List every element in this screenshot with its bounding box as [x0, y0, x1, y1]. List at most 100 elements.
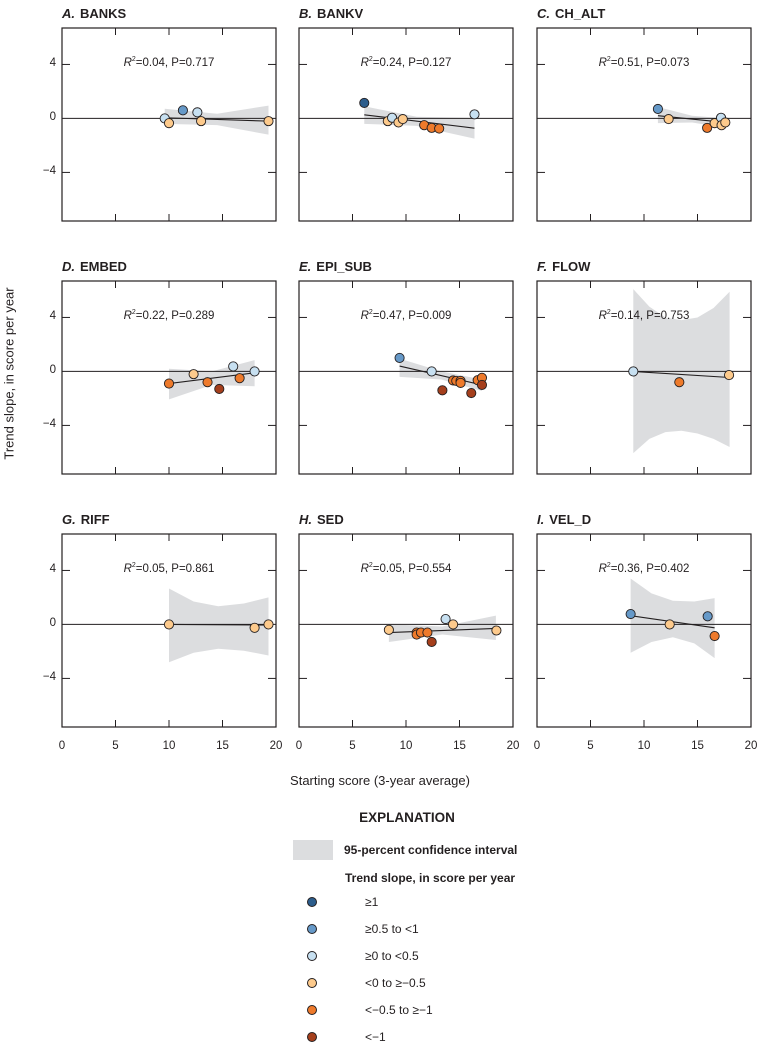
plot-area — [61, 533, 277, 728]
y-tick-label: 0 — [49, 111, 56, 124]
plot-area — [298, 280, 514, 475]
plot-frame — [298, 280, 514, 475]
data-point — [491, 625, 502, 636]
r-symbol: R — [123, 562, 132, 575]
panel-name: FLOW — [552, 259, 591, 274]
data-point — [437, 385, 448, 396]
y-tick-label: −4 — [42, 165, 56, 178]
plot-area — [61, 280, 277, 475]
data-point — [383, 624, 394, 635]
legend-marker — [307, 951, 317, 961]
r-symbol: R — [123, 309, 132, 322]
panel-title: E. EPI_SUB — [299, 259, 372, 274]
r-symbol: R — [598, 56, 607, 69]
data-point — [163, 378, 175, 389]
plot-area — [298, 27, 514, 222]
r-symbol: R — [123, 56, 132, 69]
legend-marker — [307, 1032, 317, 1042]
data-point — [394, 352, 405, 363]
panel-name: CH_ALT — [555, 6, 606, 21]
panel-name: RIFF — [80, 512, 110, 527]
data-point — [177, 105, 188, 116]
y-tick-label: 4 — [49, 563, 56, 576]
panel-title: G. RIFF — [62, 512, 110, 527]
r-exponent: 2 — [131, 309, 136, 316]
panel-name: VEL_D — [549, 512, 592, 527]
data-point — [476, 379, 488, 390]
stat-values: =0.14, P=0.753 — [610, 309, 690, 322]
regression-stats: R2=0.05, P=0.554 — [361, 562, 452, 575]
x-tick-label: 5 — [587, 740, 594, 752]
stat-values: =0.24, P=0.127 — [372, 56, 452, 69]
ci-label: 95-percent confidence interval — [344, 843, 518, 857]
data-point — [448, 619, 459, 630]
data-point — [663, 114, 674, 125]
plot-area — [61, 27, 277, 222]
data-point — [263, 619, 274, 630]
data-point — [196, 116, 207, 127]
x-axis-label: Starting score (3-year average) — [290, 773, 470, 788]
legend-label: <−1 — [365, 1030, 386, 1044]
r-symbol: R — [598, 562, 607, 575]
panel-letter: I. — [537, 512, 545, 527]
y-tick-label: 0 — [49, 364, 56, 377]
data-point — [214, 383, 225, 395]
plot-area — [298, 533, 514, 728]
data-point — [674, 377, 685, 388]
data-point — [455, 377, 466, 388]
stat-values: =0.22, P=0.289 — [135, 309, 215, 322]
stat-values: =0.05, P=0.554 — [372, 562, 452, 575]
panel-title: A. BANKS — [62, 6, 126, 21]
panel-name: BANKS — [80, 6, 127, 21]
confidence-band — [164, 105, 269, 135]
legend-marker — [307, 978, 317, 988]
panel-letter: H. — [299, 512, 312, 527]
data-point — [359, 97, 370, 108]
x-tick-label: 5 — [349, 740, 356, 752]
data-point — [422, 627, 433, 638]
x-tick-label: 10 — [162, 740, 176, 752]
y-tick-label: −4 — [42, 418, 56, 431]
r-symbol: R — [360, 56, 369, 69]
plot-frame — [298, 27, 514, 222]
panel-name: SED — [317, 512, 344, 527]
legend-label: <−0.5 to ≥−1 — [365, 1003, 433, 1017]
x-tick-label: 10 — [637, 740, 651, 752]
data-point — [625, 608, 636, 620]
legend-label: ≥1 — [365, 895, 379, 909]
r-exponent: 2 — [606, 309, 611, 316]
r-exponent: 2 — [368, 562, 373, 569]
data-point — [720, 117, 731, 128]
r-exponent: 2 — [131, 562, 136, 569]
legend-marker — [307, 897, 317, 907]
panel-title: F. FLOW — [537, 259, 590, 274]
plot-frame — [536, 533, 752, 728]
plot-frame — [536, 280, 752, 475]
r-exponent: 2 — [606, 56, 611, 63]
x-tick-label: 0 — [58, 740, 66, 752]
data-point — [249, 366, 260, 377]
stat-values: =0.04, P=0.717 — [135, 56, 215, 69]
y-tick-label: 0 — [49, 617, 56, 630]
panel-title: C. CH_ALT — [537, 6, 605, 21]
data-point — [652, 103, 663, 115]
plot-frame — [536, 27, 752, 222]
plot-frame — [61, 533, 277, 728]
panel-name: BANKV — [317, 6, 364, 21]
regression-line — [388, 627, 496, 634]
data-point — [228, 361, 239, 372]
regression-line — [364, 114, 475, 129]
data-point — [263, 116, 274, 127]
legend-title: EXPLANATION — [359, 810, 455, 825]
panel-letter: G. — [62, 512, 76, 527]
regression-stats: R2=0.47, P=0.009 — [361, 309, 452, 322]
plot-frame — [61, 280, 277, 475]
data-point — [440, 613, 451, 625]
panel-letter: C. — [537, 6, 550, 21]
panel-letter: E. — [299, 259, 312, 274]
confidence-band — [657, 106, 726, 128]
data-point — [188, 369, 199, 380]
legend-label: ≥0 to <0.5 — [365, 949, 419, 963]
data-point — [234, 373, 245, 384]
data-point — [469, 109, 480, 120]
